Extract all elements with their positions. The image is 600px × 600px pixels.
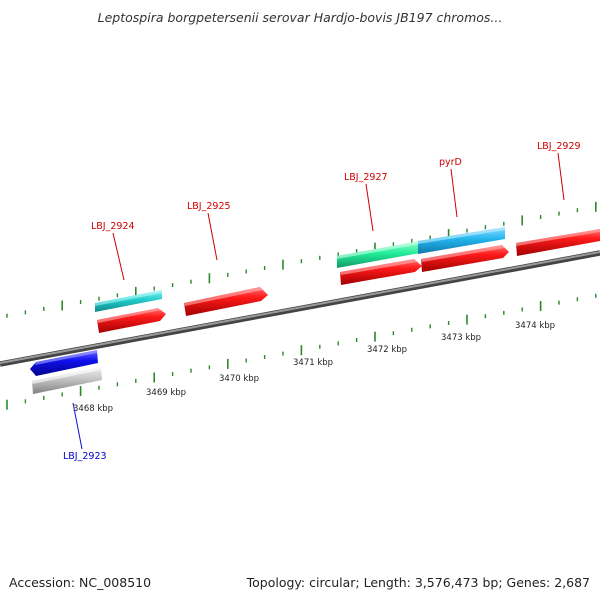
map-title: Leptospira borgpetersenii serovar Hardjo…: [97, 10, 503, 25]
gene-label-pyrd[interactable]: pyrD: [439, 157, 462, 168]
gene-label-lbj-2929[interactable]: LBJ_2929: [537, 141, 581, 152]
gene-arrow-lbj-2927[interactable]: [340, 259, 422, 285]
accession-text: Accession: NC_008510: [9, 575, 152, 590]
genome-summary-text: Topology: circular; Length: 3,576,473 bp…: [246, 575, 590, 590]
scale-label-3472: 3472 kbp: [367, 345, 407, 355]
scale-labels: 3468 kbp 3469 kbp 3470 kbp 3471 kbp 3472…: [73, 321, 555, 414]
leader-line-lbj-2924: [112, 232, 125, 281]
gene-leader-lines: [72, 152, 565, 450]
feature-gray-lbj-2923-region[interactable]: [32, 367, 102, 394]
gene-arrow-lbj-2923[interactable]: [30, 350, 98, 376]
forward-gene-track: [97, 229, 600, 333]
feature-track-outer: [95, 227, 505, 312]
inner-tick-ring: [6, 293, 597, 410]
gene-arrow-pyrd[interactable]: [421, 245, 509, 272]
leader-line-lbj-2923: [72, 402, 83, 450]
gene-arrow-lbj-2929[interactable]: [516, 229, 600, 256]
gene-label-lbj-2925[interactable]: LBJ_2925: [187, 201, 231, 212]
gene-label-lbj-2927[interactable]: LBJ_2927: [344, 172, 388, 183]
scale-label-3470: 3470 kbp: [219, 374, 259, 384]
reverse-gene-track: [30, 350, 102, 394]
gene-label-lbj-2923[interactable]: LBJ_2923: [63, 451, 107, 462]
feature-cyan-lbj-2924-region[interactable]: [95, 290, 162, 312]
leader-line-lbj-2925: [207, 212, 218, 261]
scale-label-3468: 3468 kbp: [73, 404, 113, 414]
leader-line-lbj-2927: [365, 183, 374, 232]
chromosome-backbone: [0, 250, 600, 367]
scale-label-3469: 3469 kbp: [146, 388, 186, 398]
gene-arrow-lbj-2924[interactable]: [97, 308, 166, 333]
gene-arrow-lbj-2925[interactable]: [184, 287, 268, 316]
leader-line-lbj-2929: [557, 152, 565, 201]
scale-label-3473: 3473 kbp: [441, 333, 481, 343]
outer-tick-ring: [6, 201, 597, 318]
scale-label-3474: 3474 kbp: [515, 321, 555, 331]
feature-sky-pyrd-region[interactable]: [418, 227, 505, 254]
gene-labels: LBJ_2923 LBJ_2924 LBJ_2925 LBJ_2927 pyrD…: [63, 141, 581, 462]
scale-label-3471: 3471 kbp: [293, 358, 333, 368]
leader-line-pyrd: [450, 168, 458, 218]
gene-label-lbj-2924[interactable]: LBJ_2924: [91, 221, 135, 232]
feature-green-lbj-2927-region[interactable]: [337, 241, 420, 268]
